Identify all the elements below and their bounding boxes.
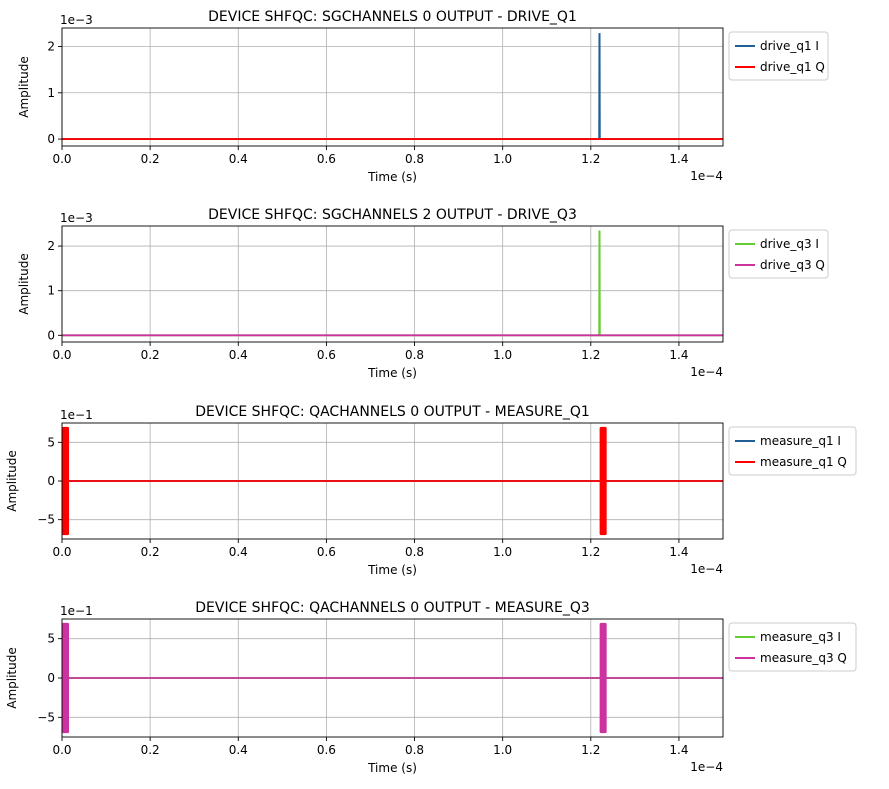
x-tick-label: 0.0	[52, 743, 71, 757]
x-tick-label: 0.2	[141, 743, 160, 757]
x-tick-label: 0.2	[141, 348, 160, 362]
subplot-3: 0.0 0.2 0.4 0.6 0.8 1.0 1.2 1.4 −5 0 5 DEVICE SHFQC…	[5, 404, 857, 577]
chart-title: DEVICE SHFQC: QACHANNELS 0 OUTPUT - MEAS…	[195, 600, 590, 616]
x-axis-label: Time (s)	[367, 366, 417, 380]
y-tick-label: 0	[47, 132, 55, 146]
y-tick-label: −5	[37, 710, 55, 724]
axes-frame	[61, 27, 724, 147]
data-layer	[62, 33, 723, 140]
x-tick-label: 1.2	[581, 545, 600, 559]
y-offset-label: 1e−3	[60, 211, 93, 225]
x-tick-label: 1.4	[669, 545, 688, 559]
x-tick-label: 0.6	[317, 545, 336, 559]
data-layer	[62, 230, 723, 337]
legend-entry: measure_q3 Q	[760, 651, 847, 665]
x-tick-label: 0.0	[52, 152, 71, 166]
legend-entry: measure_q1 Q	[760, 455, 847, 469]
y-tick-label: 0	[47, 328, 55, 342]
legend-entry: measure_q1 I	[760, 434, 841, 448]
chart-title: DEVICE SHFQC: QACHANNELS 0 OUTPUT - MEAS…	[195, 404, 590, 420]
x-axis-label: Time (s)	[367, 170, 417, 184]
subplot-2: 0.0 0.2 0.4 0.6 0.8 1.0 1.2 1.4 0 1 2 DEVICE SHFQC:…	[17, 207, 829, 380]
legend-entry: measure_q3 I	[760, 630, 841, 644]
x-tick-label: 1.0	[493, 348, 512, 362]
x-tick-label: 0.8	[405, 743, 424, 757]
chart-title: DEVICE SHFQC: SGCHANNELS 0 OUTPUT - DRIV…	[208, 9, 577, 25]
x-offset-label: 1e−4	[690, 760, 723, 774]
x-tick-label: 0.6	[317, 743, 336, 757]
x-tick-label: 1.4	[669, 152, 688, 166]
legend-box	[728, 426, 857, 476]
legend-entry: drive_q3 Q	[760, 258, 825, 272]
y-offset-label: 1e−3	[60, 13, 93, 27]
y-tick-label: 0	[47, 671, 55, 685]
x-offset-label: 1e−4	[690, 365, 723, 379]
x-tick-label: 0.8	[405, 152, 424, 166]
x-axis-label: Time (s)	[367, 761, 417, 775]
legend-box	[728, 622, 857, 672]
x-tick-label: 0.2	[141, 152, 160, 166]
legend: drive_q1 I drive_q1 Q	[728, 31, 829, 81]
legend-entry: drive_q3 I	[760, 237, 819, 251]
legend-entry: drive_q1 I	[760, 39, 819, 53]
x-tick-label: 0.2	[141, 545, 160, 559]
plot-area	[62, 28, 723, 146]
axes-frame	[61, 225, 724, 343]
legend: drive_q3 I drive_q3 Q	[728, 229, 829, 279]
chart-title: DEVICE SHFQC: SGCHANNELS 2 OUTPUT - DRIV…	[208, 207, 577, 223]
subplot-4: 0.0 0.2 0.4 0.6 0.8 1.0 1.2 1.4 −5 0 5 DEVICE SHFQC…	[5, 600, 857, 775]
burst-2	[599, 426, 607, 536]
x-tick-label: 1.0	[493, 152, 512, 166]
x-offset-label: 1e−4	[690, 562, 723, 576]
burst-1	[62, 426, 70, 536]
x-tick-label: 0.0	[52, 545, 71, 559]
x-tick-label: 0.8	[405, 545, 424, 559]
subplot-1: 0.0 0.2 0.4 0.6 0.8 1.0 1.2 1.4 0 1 2 DEVICE SHFQC:…	[17, 9, 829, 184]
x-tick-label: 1.0	[493, 545, 512, 559]
data-layer	[62, 426, 723, 536]
x-tick-label: 1.2	[581, 152, 600, 166]
x-tick-label: 0.6	[317, 152, 336, 166]
x-tick-label: 0.6	[317, 348, 336, 362]
y-axis-label: Amplitude	[5, 647, 19, 709]
y-offset-label: 1e−1	[60, 604, 93, 618]
y-tick-label: 5	[47, 435, 55, 449]
plot-area	[62, 226, 723, 342]
x-axis-label: Time (s)	[367, 563, 417, 577]
y-tick-label: 2	[47, 40, 55, 54]
y-axis-label: Amplitude	[17, 56, 31, 118]
y-tick-label: 0	[47, 474, 55, 488]
y-axis-label: Amplitude	[5, 450, 19, 512]
y-tick-label: 1	[47, 86, 55, 100]
y-tick-label: −5	[37, 513, 55, 527]
legend: measure_q1 I measure_q1 Q	[728, 426, 857, 476]
x-tick-label: 1.4	[669, 743, 688, 757]
burst-2	[599, 622, 607, 734]
burst-1	[62, 622, 70, 734]
x-tick-label: 0.4	[229, 545, 248, 559]
x-offset-label: 1e−4	[690, 169, 723, 183]
y-tick-label: 5	[47, 632, 55, 646]
x-tick-label: 1.2	[581, 348, 600, 362]
x-tick-label: 1.4	[669, 348, 688, 362]
y-tick-label: 2	[47, 239, 55, 253]
x-tick-label: 1.0	[493, 743, 512, 757]
x-tick-label: 0.8	[405, 348, 424, 362]
x-tick-label: 0.0	[52, 348, 71, 362]
x-tick-label: 0.4	[229, 348, 248, 362]
legend-entry: drive_q1 Q	[760, 60, 825, 74]
legend: measure_q3 I measure_q3 Q	[728, 622, 857, 672]
y-axis-label: Amplitude	[17, 253, 31, 315]
data-layer	[62, 622, 723, 734]
y-offset-label: 1e−1	[60, 408, 93, 422]
x-tick-label: 0.4	[229, 743, 248, 757]
x-tick-label: 1.2	[581, 743, 600, 757]
y-tick-label: 1	[47, 284, 55, 298]
x-tick-label: 0.4	[229, 152, 248, 166]
